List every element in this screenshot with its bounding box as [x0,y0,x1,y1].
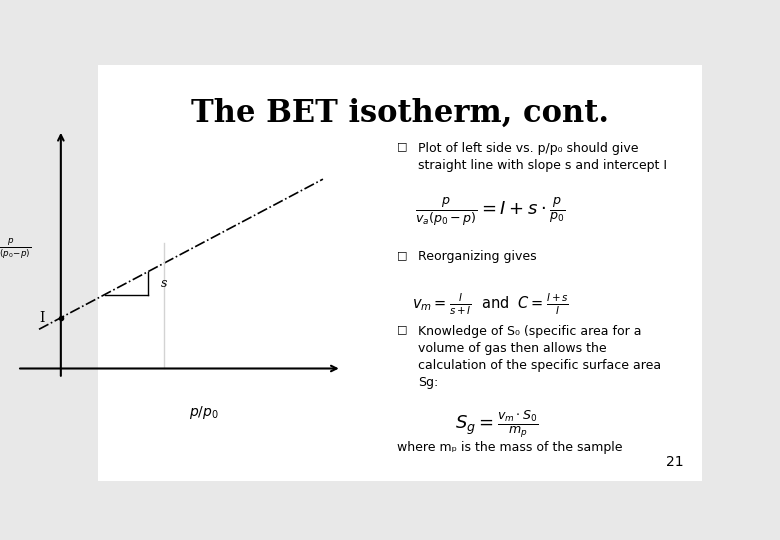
Text: □: □ [397,325,407,335]
Text: □: □ [397,141,407,152]
Text: 21: 21 [666,455,684,469]
Text: $S_g = \frac{v_m \cdot S_0}{m_p}$: $S_g = \frac{v_m \cdot S_0}{m_p}$ [455,408,538,440]
Text: Knowledge of S₀ (specific area for a
volume of gas then allows the
calculation o: Knowledge of S₀ (specific area for a vol… [418,325,661,389]
Text: where mₚ is the mass of the sample: where mₚ is the mass of the sample [397,441,622,454]
Text: I: I [40,310,44,325]
FancyBboxPatch shape [91,60,708,485]
Text: The BET isotherm, cont.: The BET isotherm, cont. [191,98,608,129]
Text: □: □ [397,250,407,260]
Text: s: s [161,276,167,289]
Text: Reorganizing gives: Reorganizing gives [418,250,537,263]
Text: $\frac{p}{v_a(p_0 - p)} = I + s \cdot \frac{p}{p_0}$: $\frac{p}{v_a(p_0 - p)} = I + s \cdot \f… [415,196,566,228]
Text: $v_m = \frac{I}{s + I}$  and  $C = \frac{I + s}{I}$: $v_m = \frac{I}{s + I}$ and $C = \frac{I… [412,292,569,317]
Text: $\frac{p}{v_a(p_0\!-\!p)}$: $\frac{p}{v_a(p_0\!-\!p)}$ [0,237,31,261]
Text: $p/p_0$: $p/p_0$ [190,404,219,421]
Text: Plot of left side vs. p/p₀ should give
straight line with slope s and intercept : Plot of left side vs. p/p₀ should give s… [418,141,667,172]
